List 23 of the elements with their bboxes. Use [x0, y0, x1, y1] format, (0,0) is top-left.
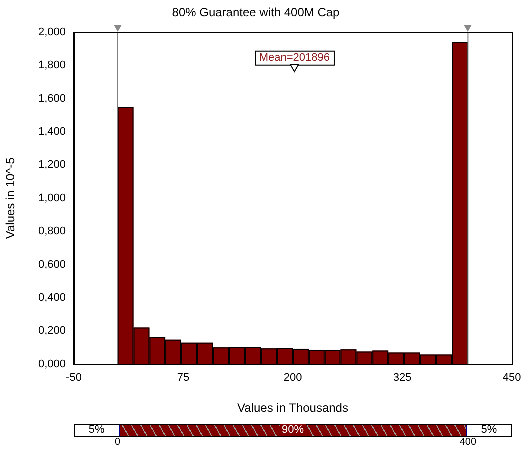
text: 400 — [460, 437, 477, 448]
y-tick-label: 1,800 — [38, 60, 66, 72]
y-tick-label: 0,200 — [38, 325, 66, 338]
text: 0 — [115, 437, 121, 448]
y-tick-label: 1,400 — [38, 126, 66, 138]
x-tick-label: 200 — [284, 372, 302, 384]
y-tick-label: 0,600 — [38, 258, 66, 271]
y-tick-label: 0,000 — [38, 358, 66, 370]
annotation: Mean=201896 — [259, 52, 330, 64]
x-tick-label: 325 — [393, 372, 412, 384]
x-tick-label: 75 — [177, 372, 190, 384]
x-axis-title: Values in Thousands — [238, 401, 348, 416]
y-tick-label: 0,400 — [38, 292, 66, 304]
chart-title: 80% Guarantee with 400M Cap — [172, 6, 340, 20]
y-tick-label: 1,200 — [38, 159, 66, 172]
x-tick-label: 450 — [502, 372, 522, 384]
y-tick-label: 0,800 — [38, 226, 66, 238]
x-tick-label: -50 — [66, 372, 82, 384]
y-tick-label: 1,000 — [38, 192, 66, 204]
y-tick-label: 2,000 — [38, 26, 66, 38]
y-axis-title: Values in 10^-5 — [4, 157, 18, 240]
percentile-strip: 5% 90% 5% — [74, 424, 512, 437]
y-tick-label: 1,600 — [38, 92, 66, 105]
